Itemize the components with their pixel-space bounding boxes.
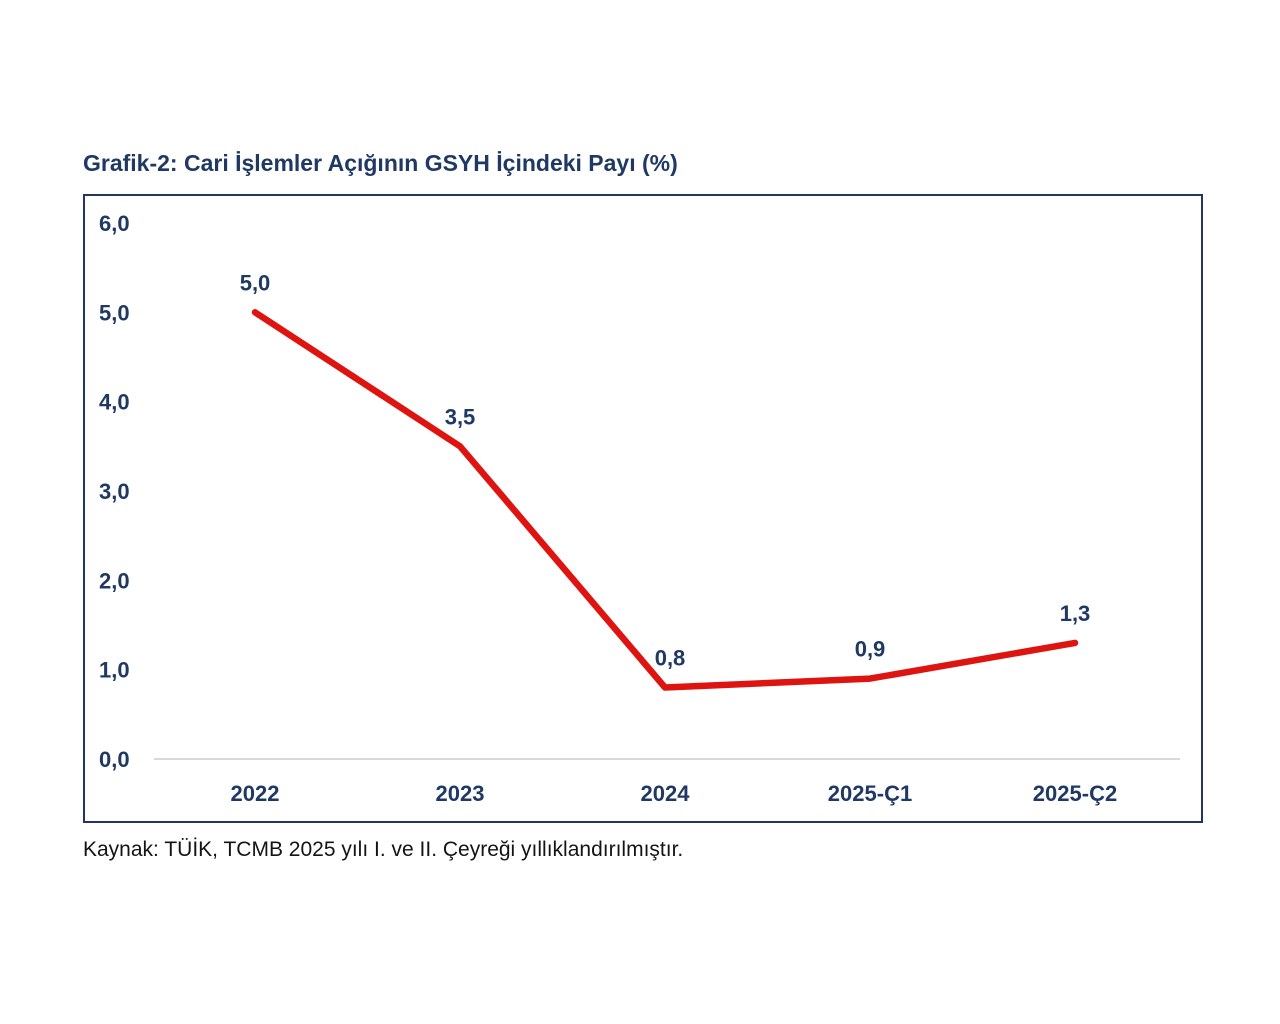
x-axis-label: 2022 (231, 781, 280, 806)
data-label: 1,3 (1060, 601, 1091, 626)
y-tick-label: 3,0 (99, 479, 130, 504)
trend-line (251, 309, 1079, 691)
y-tick-label: 1,0 (99, 658, 130, 683)
x-axis-label: 2023 (436, 781, 485, 806)
source-note: Kaynak: TÜİK, TCMB 2025 yılı I. ve II. Ç… (83, 838, 684, 861)
y-tick-label: 4,0 (99, 390, 130, 415)
line-chart: 6,0 5,0 4,0 3,0 2,0 1,0 0,0 5,0 3,5 0,8 0,9 1,3 2022… (99, 211, 1180, 806)
data-label: 5,0 (240, 270, 271, 295)
y-tick-label: 0,0 (99, 747, 130, 772)
y-tick-label: 6,0 (99, 211, 130, 236)
x-axis-label: 2025-Ç2 (1033, 781, 1117, 806)
data-label: 3,5 (445, 404, 476, 429)
chart-title: Grafik-2: Cari İşlemler Açığının GSYH İç… (83, 150, 678, 176)
y-tick-label: 5,0 (99, 300, 130, 325)
x-axis-label: 2024 (641, 781, 691, 806)
data-label: 0,8 (655, 646, 686, 671)
data-label: 0,9 (855, 637, 886, 662)
x-axis-label: 2025-Ç1 (828, 781, 912, 806)
chart-plot-area: 6,0 5,0 4,0 3,0 2,0 1,0 0,0 5,0 3,5 0,8 0,9 1,3 2022… (83, 194, 1203, 823)
y-tick-label: 2,0 (99, 568, 130, 593)
